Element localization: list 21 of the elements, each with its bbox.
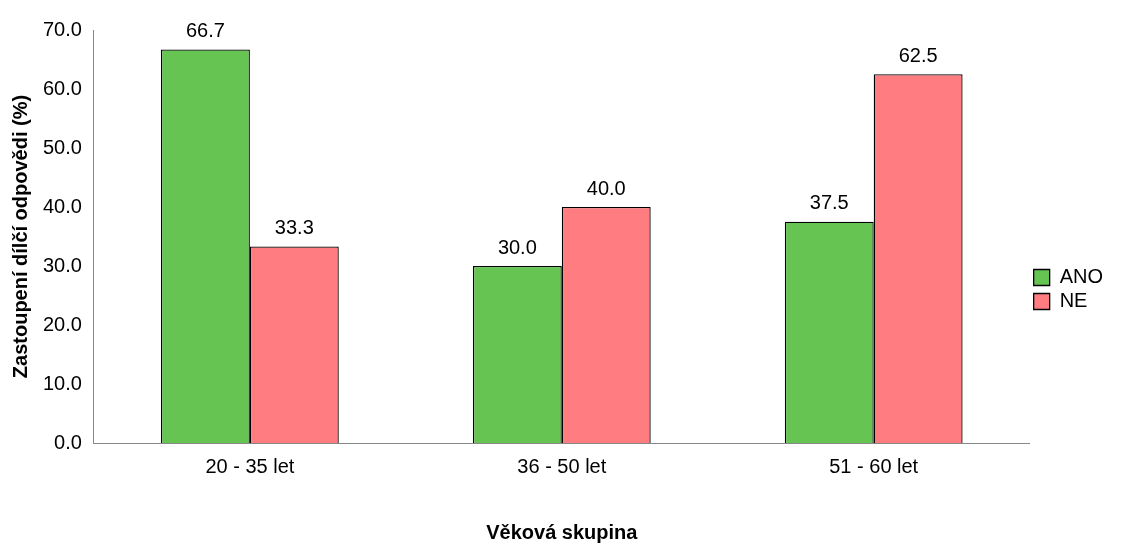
legend-label: ANO	[1059, 265, 1103, 288]
x-axis-title: Věková skupina	[486, 520, 639, 543]
x-tick-label: 51 - 60 let	[829, 454, 919, 477]
data-label: 40.0	[586, 176, 626, 199]
x-tick-label: 36 - 50 let	[517, 454, 607, 477]
data-label: 30.0	[497, 235, 537, 258]
y-tick-label: 40.0	[42, 194, 82, 217]
y-tick-label: 0.0	[54, 430, 82, 453]
y-tick-label: 60.0	[42, 76, 82, 99]
data-label: 62.5	[898, 43, 938, 66]
y-tick-label: 30.0	[42, 253, 82, 276]
y-tick-label: 70.0	[42, 17, 82, 40]
data-label: 66.7	[185, 18, 225, 41]
y-axis-title: Zastoupení dílčí odpovědi (%)	[8, 94, 31, 379]
x-tick-label: 20 - 35 let	[205, 454, 295, 477]
y-tick-label: 20.0	[42, 312, 82, 335]
data-label: 37.5	[809, 191, 849, 214]
data-label: 33.3	[274, 216, 314, 239]
y-tick-label: 50.0	[42, 135, 82, 158]
legend-label: NE	[1059, 289, 1088, 312]
y-tick-label: 10.0	[42, 371, 82, 394]
